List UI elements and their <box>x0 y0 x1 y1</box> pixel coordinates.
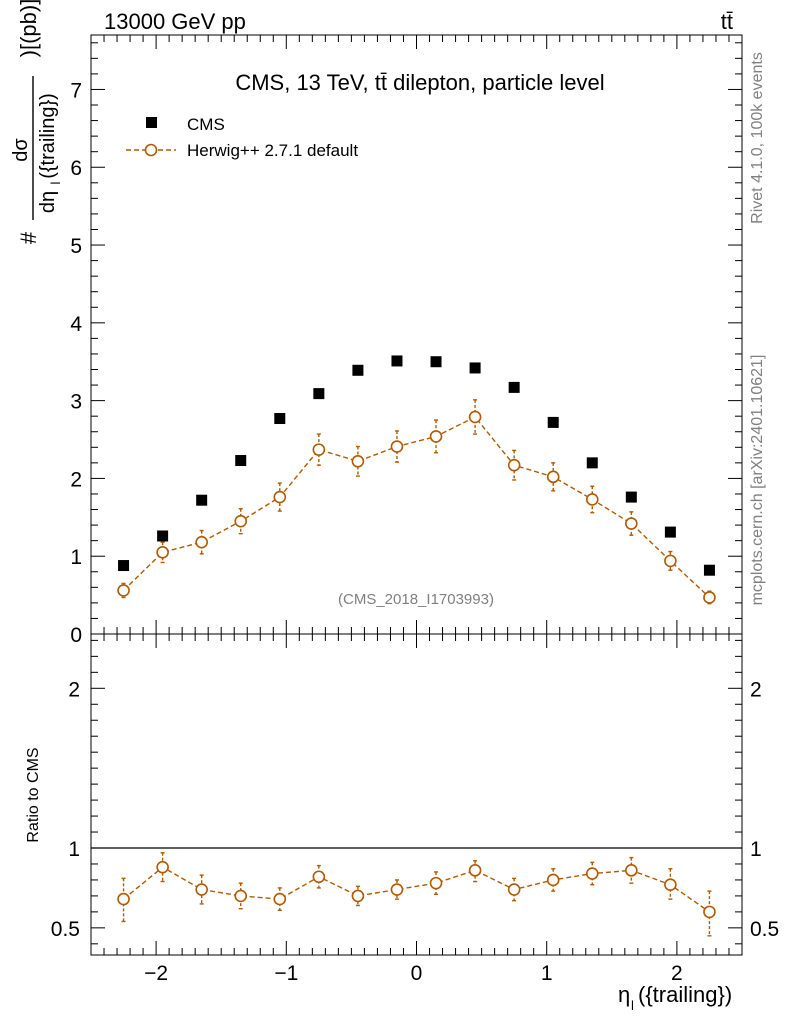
ratio-y-tick-label-left: 1 <box>68 838 80 861</box>
herwig-point <box>351 455 365 468</box>
cms-point <box>118 560 130 572</box>
ratio-point <box>156 860 169 874</box>
ratio-y-tick-label-right: 0.5 <box>750 918 779 941</box>
main-ylabel-trailing: ({trailing}) <box>37 93 59 179</box>
main-y-tick-label: 0 <box>70 624 82 647</box>
header-process-label: tt̄ <box>721 9 733 34</box>
ratio-y-tick-label-right: 1 <box>750 838 762 861</box>
ratio-point <box>273 892 287 906</box>
main-ylabel: # dσ dη l ({trailing}) )[(pb)] <box>10 0 63 244</box>
herwig-point <box>468 410 482 424</box>
x-tick-label: −2 <box>144 962 168 985</box>
cms-point <box>430 356 442 368</box>
legend-herwig-marker <box>144 143 158 157</box>
cms-point <box>196 494 208 506</box>
herwig-point <box>546 470 560 484</box>
ratio-point <box>195 883 208 896</box>
cms-point <box>664 526 676 538</box>
main-ylabel-denominator: dη <box>37 191 59 213</box>
ratio-data-marks <box>91 847 742 937</box>
herwig-point <box>273 490 287 504</box>
cms-point <box>157 530 169 542</box>
ratio-point <box>351 889 365 903</box>
x-tick-label: 0 <box>411 962 423 985</box>
xlabel-main: η <box>618 982 630 1007</box>
main-axis-ticks: 0 1 2 3 4 5 6 7 <box>70 35 743 647</box>
analysis-watermark: (CMS_2018_I1703993) <box>338 591 494 608</box>
main-y-tick-label: 4 <box>70 313 82 336</box>
main-y-tick-label: 7 <box>70 79 82 102</box>
main-ylabel-subscript: l <box>48 181 63 184</box>
legend-herwig-label: Herwig++ 2.7.1 default <box>187 141 358 160</box>
ratio-y-tick-label-right: 2 <box>750 678 762 701</box>
herwig-point <box>234 514 248 528</box>
main-y-tick-label: 1 <box>70 546 82 569</box>
herwig-point <box>117 584 130 597</box>
main-y-tick-label: 6 <box>70 157 82 180</box>
ratio-point <box>625 864 638 877</box>
cms-point <box>352 364 364 376</box>
main-y-tick-label: 2 <box>70 468 82 491</box>
cms-point <box>703 564 715 576</box>
ratio-point <box>390 883 404 896</box>
cms-point <box>547 416 559 428</box>
herwig-point <box>429 430 443 443</box>
ratio-point <box>546 873 560 887</box>
rivet-version-label: Rivet 4.1.0, 100k events <box>749 52 766 224</box>
ratio-point <box>664 878 677 892</box>
mcplots-label: mcplots.cern.ch [arXiv:2401.10621] <box>749 355 766 606</box>
herwig-point <box>156 546 169 559</box>
cms-point <box>586 457 598 469</box>
ratio-point <box>585 867 599 880</box>
xlabel: η l ({trailing}) <box>618 982 732 1013</box>
cms-point <box>313 388 325 400</box>
legend: CMS Herwig++ 2.7.1 default <box>126 115 358 160</box>
cms-point <box>391 355 403 367</box>
cms-point <box>469 362 481 374</box>
plot-title: CMS, 13 TeV, tt̄ dilepton, particle leve… <box>235 70 604 95</box>
main-y-tick-label: 3 <box>70 391 82 414</box>
ratio-point <box>703 905 716 919</box>
x-tick-label: −1 <box>274 962 298 985</box>
cms-point <box>235 455 247 467</box>
ratio-y-tick-label-left: 2 <box>68 678 80 701</box>
ratio-point <box>312 870 326 884</box>
ratio-point <box>234 889 248 903</box>
herwig-point <box>703 591 716 604</box>
main-y-tick-label: 5 <box>70 235 82 258</box>
ratio-point <box>429 876 443 890</box>
ratio-point <box>468 864 482 877</box>
herwig-point <box>390 440 404 453</box>
x-tick-label: 1 <box>541 962 553 985</box>
herwig-point <box>195 535 208 549</box>
xlabel-tail: ({trailing}) <box>638 982 732 1007</box>
herwig-point <box>507 458 521 472</box>
herwig-point <box>312 443 326 456</box>
herwig-point <box>625 517 638 530</box>
ratio-plot-frame <box>90 633 743 956</box>
ratio-ylabel: Ratio to CMS <box>25 747 42 842</box>
main-ylabel-numerator: dσ <box>10 138 32 162</box>
cms-point <box>274 413 286 425</box>
cms-point <box>625 491 637 503</box>
herwig-line <box>123 416 710 598</box>
legend-cms-marker <box>146 117 157 128</box>
herwig-point <box>664 554 677 568</box>
main-ylabel-hash: # <box>16 231 41 244</box>
ratio-point <box>117 892 130 906</box>
main-ylabel-units: )[(pb)] <box>16 0 41 57</box>
xlabel-subscript: l <box>631 998 634 1013</box>
ratio-line <box>123 866 710 913</box>
header-collision-label: 13000 GeV pp <box>104 9 246 34</box>
x-tick-label: 2 <box>671 962 683 985</box>
ratio-axis-ticks: −2 −1 0 1 2 0.5 0.5 1 1 2 2 <box>51 634 779 985</box>
herwig-point <box>585 493 599 506</box>
main-data-marks <box>117 355 716 605</box>
legend-cms-label: CMS <box>187 115 225 134</box>
ratio-y-tick-label-left: 0.5 <box>51 918 80 941</box>
ratio-point <box>507 883 521 896</box>
cms-point <box>508 381 520 393</box>
